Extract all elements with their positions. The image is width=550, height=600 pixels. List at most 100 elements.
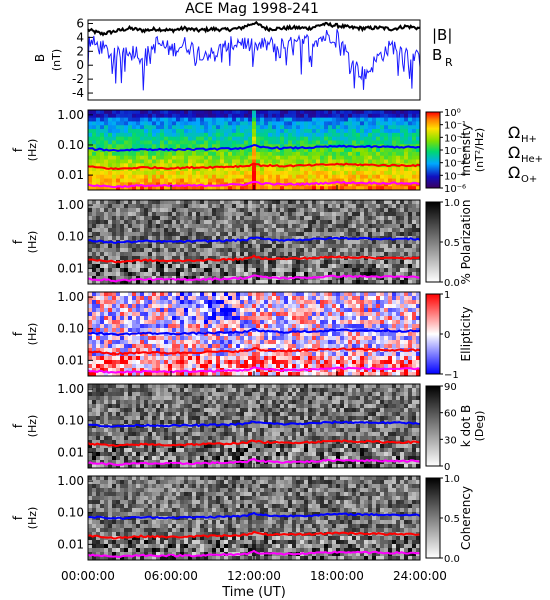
heatmap-cell	[252, 256, 257, 261]
heatmap-cell	[184, 324, 189, 329]
heatmap-cell	[100, 170, 105, 176]
heatmap-cell	[300, 178, 305, 183]
heatmap-cell	[124, 292, 129, 297]
heatmap-cell	[152, 151, 157, 157]
heatmap-cell	[128, 140, 133, 145]
heatmap-cell	[292, 364, 297, 369]
heatmap-cell	[288, 236, 293, 241]
heatmap-cell	[340, 272, 345, 277]
heatmap-cell	[348, 232, 353, 237]
heatmap-cell	[360, 117, 365, 122]
heatmap-cell	[180, 352, 185, 357]
heatmap-cell	[232, 252, 237, 257]
heatmap-cell	[212, 328, 217, 333]
heatmap-cell	[252, 167, 257, 172]
heatmap-cell	[96, 276, 101, 281]
heatmap-cell	[156, 268, 161, 273]
heatmap-cell	[132, 212, 137, 217]
heatmap-cell	[120, 304, 125, 309]
heatmap-cell	[380, 159, 385, 164]
heatmap-cell	[332, 300, 337, 305]
heatmap-cell	[336, 174, 341, 180]
heatmap-cell	[180, 144, 185, 149]
heatmap-cell	[320, 204, 325, 209]
heatmap-cell	[160, 340, 165, 345]
heatmap-cell	[292, 121, 297, 126]
heatmap-cell	[260, 248, 265, 253]
heatmap-cell	[384, 204, 389, 209]
heatmap-cell	[224, 121, 229, 126]
heatmap-cell	[344, 268, 349, 273]
heatmap-cell	[272, 170, 277, 176]
heatmap-cell	[144, 151, 149, 157]
heatmap-cell	[368, 140, 373, 145]
heatmap-cell	[292, 136, 297, 141]
heatmap-cell	[312, 125, 317, 130]
heatmap-cell	[320, 368, 325, 373]
heatmap-cell	[164, 204, 169, 209]
heatmap-cell	[228, 268, 233, 273]
heatmap-cell	[100, 136, 105, 141]
heatmap-cell	[416, 129, 421, 134]
heatmap-cell	[392, 228, 397, 233]
heatmap-cell	[228, 372, 233, 377]
heatmap-cell	[116, 236, 121, 241]
heatmap-cell	[140, 260, 145, 265]
heatmap-cell	[408, 264, 413, 269]
heatmap-cell	[360, 204, 365, 209]
heatmap-cell	[416, 125, 421, 130]
heatmap-cell	[112, 224, 117, 229]
heatmap-cell	[224, 316, 229, 321]
heatmap-cell	[348, 320, 353, 325]
heatmap-cell	[104, 352, 109, 357]
heatmap-cell	[236, 296, 241, 301]
heatmap-cell	[344, 332, 349, 337]
heatmap-cell	[360, 148, 365, 153]
heatmap-cell	[192, 228, 197, 233]
heatmap-cell	[164, 228, 169, 233]
heatmap-cell	[148, 304, 153, 309]
heatmap-cell	[300, 320, 305, 325]
heatmap-cell	[248, 320, 253, 325]
heatmap-cell	[188, 328, 193, 333]
heatmap-cell	[156, 360, 161, 365]
heatmap-cell	[348, 224, 353, 229]
heatmap-cell	[360, 244, 365, 249]
heatmap-cell	[220, 264, 225, 269]
heatmap-cell	[320, 332, 325, 337]
heatmap-cell	[164, 144, 169, 149]
heatmap-cell	[268, 167, 273, 172]
heatmap-cell	[344, 304, 349, 309]
heatmap-cell	[308, 336, 313, 341]
heatmap-cell	[96, 348, 101, 353]
heatmap-cell	[236, 336, 241, 341]
heatmap-cell	[364, 268, 369, 273]
heatmap-cell	[264, 129, 269, 134]
heatmap-cell	[392, 113, 397, 119]
heatmap-cell	[352, 163, 357, 168]
heatmap-cell	[396, 132, 401, 138]
heatmap-cell	[348, 312, 353, 317]
heatmap-cell	[380, 204, 385, 209]
heatmap-cell	[292, 151, 297, 157]
heatmap-cell	[156, 178, 161, 183]
heatmap-cell	[160, 129, 165, 134]
heatmap-cell	[260, 159, 265, 164]
heatmap-cell	[248, 372, 253, 377]
heatmap-cell	[368, 232, 373, 237]
heatmap-cell	[264, 151, 269, 157]
heatmap-cell	[128, 121, 133, 126]
heatmap-cell	[192, 208, 197, 213]
heatmap-cell	[100, 159, 105, 164]
heatmap-cell	[244, 320, 249, 325]
heatmap-cell	[300, 110, 305, 115]
heatmap-cell	[144, 312, 149, 317]
heatmap-cell	[100, 140, 105, 145]
heatmap-cell	[264, 148, 269, 153]
heatmap-cell	[248, 336, 253, 341]
heatmap-cell	[276, 252, 281, 257]
heatmap-cell	[168, 272, 173, 277]
heatmap-cell	[380, 260, 385, 265]
heatmap-cell	[116, 372, 121, 377]
heatmap-cell	[364, 232, 369, 237]
